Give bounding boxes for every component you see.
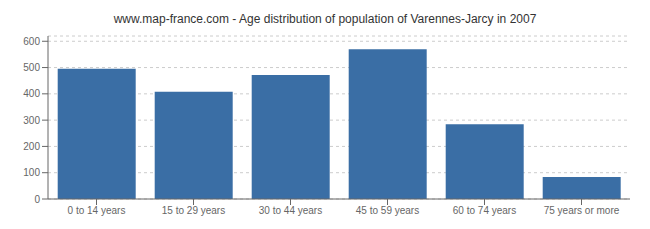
svg-text:0: 0 bbox=[34, 194, 40, 205]
svg-text:500: 500 bbox=[23, 62, 40, 73]
svg-text:15 to 29 years: 15 to 29 years bbox=[162, 205, 225, 216]
svg-text:0 to 14 years: 0 to 14 years bbox=[68, 205, 126, 216]
svg-text:75 years or more: 75 years or more bbox=[544, 205, 620, 216]
svg-text:200: 200 bbox=[23, 141, 40, 152]
svg-text:600: 600 bbox=[23, 36, 40, 47]
svg-text:45 to 59 years: 45 to 59 years bbox=[356, 205, 419, 216]
svg-text:60 to 74 years: 60 to 74 years bbox=[453, 205, 516, 216]
svg-text:100: 100 bbox=[23, 167, 40, 178]
html-text:www.map-france.com - Age distr: www.map-france.com - Age distribution of… bbox=[113, 12, 537, 26]
svg-text:400: 400 bbox=[23, 88, 40, 99]
svg-text:30 to 44 years: 30 to 44 years bbox=[259, 205, 322, 216]
svg-text:300: 300 bbox=[23, 115, 40, 126]
